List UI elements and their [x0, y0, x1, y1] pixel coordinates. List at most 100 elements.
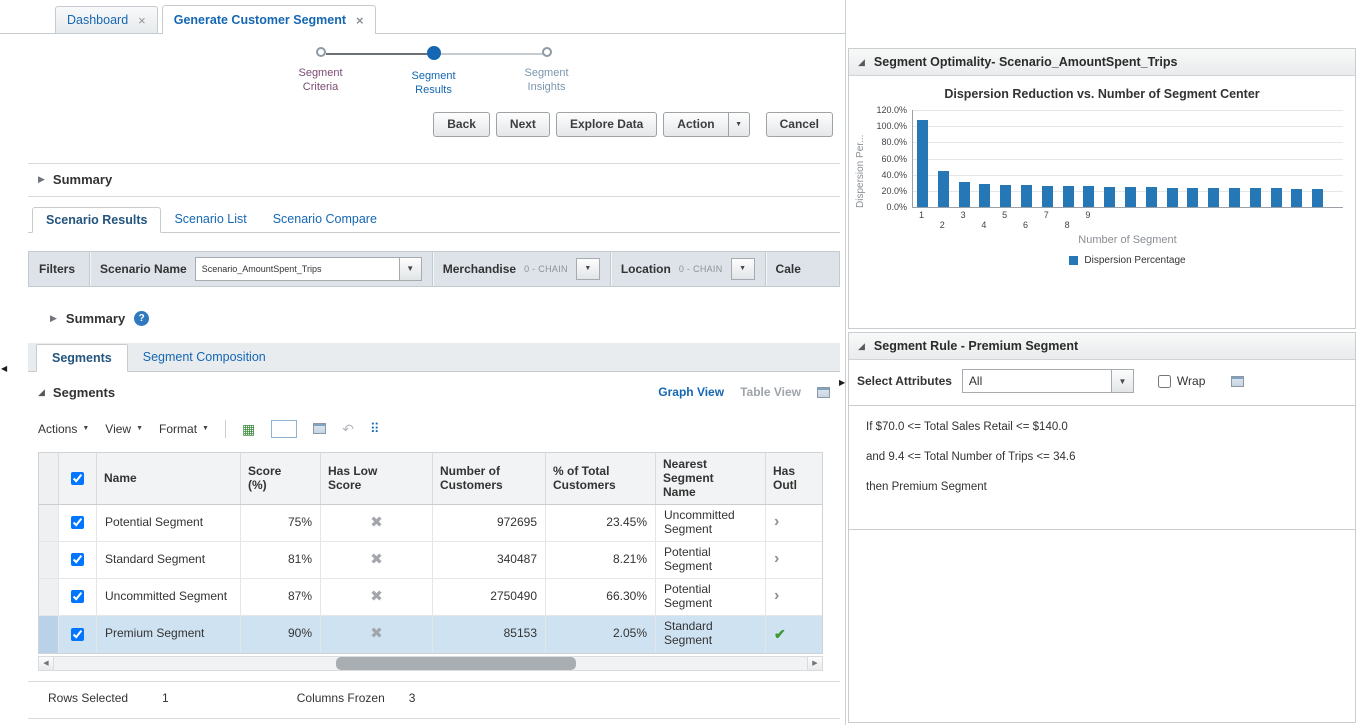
chart-bar — [1125, 187, 1136, 207]
select-all-checkbox[interactable] — [71, 471, 84, 485]
format-menu[interactable]: Format ▼ — [159, 422, 209, 436]
row-checkbox[interactable] — [71, 590, 84, 604]
column-header-score[interactable]: Score (%) — [241, 452, 321, 504]
tab-segment-composition[interactable]: Segment Composition — [128, 343, 281, 371]
tab-generate-customer-segment[interactable]: Generate Customer Segment × — [161, 5, 376, 34]
row-header-cell — [39, 615, 59, 653]
chart-y-axis-title: Dispersion Per... — [855, 134, 866, 208]
scrollbar-thumb[interactable] — [336, 656, 576, 670]
select-attributes-field[interactable]: All — [961, 369, 1112, 393]
row-checkbox[interactable] — [71, 516, 84, 530]
tab-label: Scenario Results — [46, 212, 148, 227]
merchandise-dropdown-button[interactable]: ▼ — [575, 257, 600, 280]
table-row[interactable]: Uncommitted Segment 87% ✖ 2750490 66.30%… — [39, 578, 822, 616]
chart-bar — [958, 182, 970, 207]
summary-expander[interactable]: ▶ Summary — [28, 162, 840, 197]
chart-bar — [979, 184, 991, 207]
wrap-icon[interactable]: ⠿ — [369, 421, 380, 437]
tab-scenario-compare[interactable]: Scenario Compare — [260, 206, 390, 232]
collapse-right-arrow-icon[interactable]: ▶ — [839, 378, 846, 387]
collapse-arrow-icon[interactable]: ◢ — [858, 340, 865, 351]
inner-summary-expander[interactable]: ▶ Summary ? — [28, 303, 840, 335]
column-header-has-outliers[interactable]: Has Outl — [773, 463, 797, 493]
row-checkbox[interactable] — [71, 553, 84, 567]
collapse-arrow-icon[interactable]: ◢ — [858, 56, 865, 67]
rule-panel-header[interactable]: ◢ Segment Rule - Premium Segment — [849, 333, 1355, 360]
dropdown-arrow-button[interactable]: ▼ — [399, 256, 422, 281]
chart-gridline — [913, 175, 1343, 176]
back-button[interactable]: Back — [433, 111, 490, 137]
rows-selected-value: 1 — [162, 690, 169, 705]
detach-icon[interactable] — [313, 423, 327, 435]
close-icon[interactable]: × — [356, 12, 364, 28]
tab-segments[interactable]: Segments — [36, 343, 128, 372]
explore-data-button[interactable]: Explore Data — [555, 111, 658, 137]
column-header-has-low-score[interactable]: Has Low Score — [321, 452, 433, 504]
step-circle-icon[interactable] — [541, 47, 552, 57]
graph-view-link[interactable]: Graph View — [658, 385, 725, 400]
close-icon[interactable]: × — [138, 12, 146, 28]
step-segment-results[interactable]: Segment Results — [377, 46, 490, 98]
step-label: Segment Results — [411, 70, 456, 97]
step-circle-icon[interactable] — [426, 46, 441, 60]
window-tab-bar: Dashboard × Generate Customer Segment × — [0, 0, 846, 34]
chart-bar — [937, 171, 949, 207]
detach-icon[interactable] — [817, 386, 830, 398]
select-attributes-dropdown[interactable]: All ▼ — [961, 369, 1134, 393]
step-segment-criteria[interactable]: Segment Criteria — [264, 46, 377, 98]
chart-bar — [1041, 186, 1053, 207]
scroll-left-button[interactable]: ◀ — [39, 656, 54, 670]
tab-scenario-list[interactable]: Scenario List — [161, 206, 259, 232]
wrap-checkbox[interactable] — [1157, 374, 1171, 388]
expand-arrow-icon[interactable]: ▶ — [50, 313, 57, 324]
step-segment-insights[interactable]: Segment Insights — [490, 46, 603, 98]
segments-title: Segments — [52, 384, 116, 400]
step-circle-icon[interactable] — [315, 47, 326, 57]
scroll-right-button[interactable]: ▶ — [807, 656, 822, 670]
cell-has-outliers: › — [766, 505, 822, 541]
cancel-button[interactable]: Cancel — [765, 111, 833, 137]
x-tick-label: 3 — [960, 210, 966, 220]
freeze-button[interactable] — [271, 419, 298, 438]
horizontal-scrollbar[interactable]: ◀ ▶ — [38, 655, 823, 671]
scenario-name-dropdown[interactable]: Scenario_AmountSpent_Trips ▼ — [194, 256, 422, 281]
table-row[interactable]: Potential Segment 75% ✖ 972695 23.45% Un… — [39, 504, 822, 542]
view-menu[interactable]: View ▼ — [105, 422, 143, 436]
tab-scenario-results[interactable]: Scenario Results — [32, 206, 162, 233]
column-header-nearest-segment[interactable]: Nearest Segment Name — [656, 452, 766, 504]
expand-arrow-icon[interactable]: ▶ — [38, 174, 45, 185]
select-attributes-label: Select Attributes — [857, 374, 952, 388]
next-button[interactable]: Next — [495, 111, 550, 137]
panel-splitter[interactable] — [845, 0, 846, 725]
filters-bar: Filters Scenario Name Scenario_AmountSpe… — [28, 250, 840, 287]
cell-customers: 2750490 — [433, 578, 546, 615]
table-row[interactable]: Standard Segment 81% ✖ 340487 8.21% Pote… — [39, 541, 822, 579]
column-header-number-of-customers[interactable]: Number of Customers — [433, 452, 546, 504]
export-excel-icon[interactable]: ▦ — [241, 420, 256, 437]
column-header-name[interactable]: Name — [97, 452, 241, 504]
dropdown-arrow-button[interactable]: ▼ — [1111, 369, 1134, 393]
check-icon: ✔ — [774, 626, 786, 643]
action-dropdown-button[interactable]: ▼ — [728, 111, 750, 137]
cross-icon: ✖ — [370, 513, 383, 531]
table-row-selected[interactable]: Premium Segment 90% ✖ 85153 2.05% Standa… — [39, 615, 822, 653]
collapse-left-arrow-icon[interactable]: ◀ — [1, 364, 8, 373]
table-view-link: Table View — [740, 385, 801, 400]
scenario-tab-row: Scenario Results Scenario List Scenario … — [28, 205, 840, 233]
optimality-title: Segment Optimality- Scenario_AmountSpent… — [873, 55, 1178, 69]
actions-menu-label: Actions — [38, 421, 78, 436]
scenario-name-label: Scenario Name — [100, 261, 187, 276]
help-icon[interactable]: ? — [134, 311, 150, 327]
scenario-name-field[interactable]: Scenario_AmountSpent_Trips — [194, 256, 400, 281]
action-button[interactable]: Action — [663, 111, 729, 137]
scrollbar-track[interactable] — [54, 656, 807, 670]
collapse-arrow-icon[interactable]: ◢ — [38, 386, 45, 397]
actions-menu[interactable]: Actions ▼ — [38, 422, 89, 436]
detach-icon[interactable] — [1231, 375, 1245, 387]
column-header-pct-total-customers[interactable]: % of Total Customers — [546, 452, 656, 504]
location-dropdown-button[interactable]: ▼ — [730, 257, 755, 280]
optimality-panel-header[interactable]: ◢ Segment Optimality- Scenario_AmountSpe… — [849, 49, 1355, 76]
cell-has-low-score: ✖ — [321, 615, 433, 653]
tab-dashboard[interactable]: Dashboard × — [55, 6, 158, 33]
row-checkbox[interactable] — [71, 627, 84, 641]
